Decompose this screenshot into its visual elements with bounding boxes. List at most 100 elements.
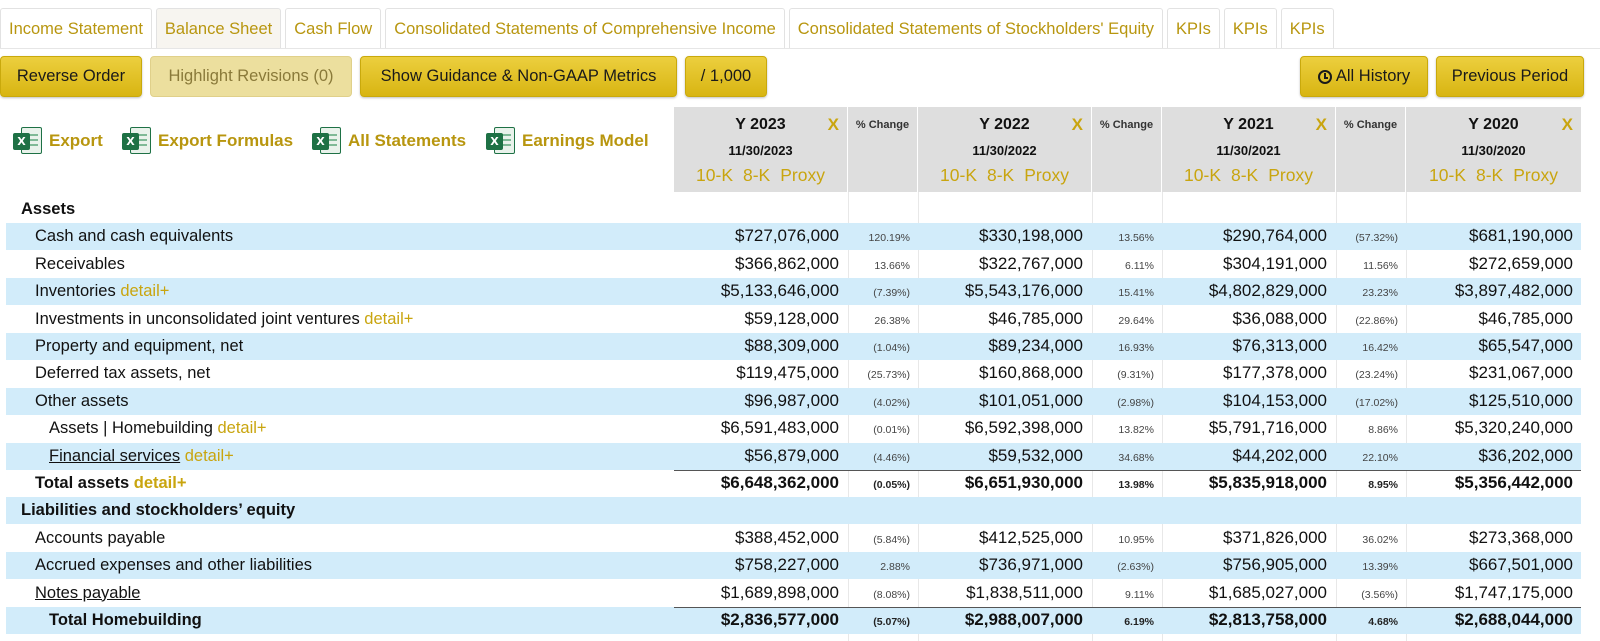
excel-icon: X bbox=[312, 126, 342, 156]
pct-change-cell: 2.88% bbox=[880, 561, 910, 574]
value-cell: $46,785,000 bbox=[988, 308, 1083, 328]
value-cell: $104,153,000 bbox=[1223, 390, 1327, 410]
8k-link[interactable]: 8-K bbox=[1476, 165, 1504, 185]
section-header-row: Liabilities and stockholders’ equity bbox=[6, 497, 1581, 525]
tab-kpis[interactable]: KPIs bbox=[1167, 8, 1220, 49]
pct-change-cell: 8.95% bbox=[1368, 479, 1398, 491]
statement-tabs: Income Statement Balance Sheet Cash Flow Co… bbox=[0, 8, 1338, 49]
detail-link[interactable]: detail+ bbox=[133, 474, 187, 492]
column-separator bbox=[1336, 192, 1337, 641]
period-date: 11/30/2020 bbox=[1461, 143, 1526, 158]
pct-change-cell: 4.68% bbox=[1368, 616, 1398, 628]
value-cell: $231,067,000 bbox=[1469, 363, 1573, 383]
row-label: Notes payable bbox=[35, 584, 141, 603]
pct-change-cell: 6.19% bbox=[1124, 616, 1154, 628]
period-header: Y 2021 X 11/30/2021 10-K 8-K Proxy bbox=[1162, 107, 1335, 192]
detail-link[interactable]: detail+ bbox=[217, 419, 267, 438]
previous-period-label: Previous Period bbox=[1451, 67, 1569, 85]
value-cell: $366,862,000 bbox=[735, 253, 839, 273]
detail-link[interactable]: detail+ bbox=[184, 446, 234, 465]
period-date: 11/30/2022 bbox=[972, 143, 1037, 158]
table-row: Receivables $366,862,000 $322,767,000 $304,… bbox=[0, 251, 1581, 278]
pct-change-cell: (4.02%) bbox=[873, 396, 910, 409]
tab-consolidated-statements-of-comprehensive-income[interactable]: Consolidated Statements of Comprehensive… bbox=[385, 8, 785, 49]
previous-period-button[interactable]: Previous Period bbox=[1436, 56, 1584, 97]
earnings-model-label: Earnings Model bbox=[522, 131, 649, 150]
tab-kpis[interactable]: KPIs bbox=[1280, 8, 1334, 49]
period-year: Y 2021 bbox=[1223, 116, 1274, 133]
pct-change-cell: 13.98% bbox=[1118, 479, 1154, 491]
period-date: 11/30/2021 bbox=[1216, 143, 1281, 158]
pct-change-cell: 16.93% bbox=[1118, 342, 1154, 354]
value-cell: $388,452,000 bbox=[735, 527, 839, 547]
tab-cash-flow[interactable]: Cash Flow bbox=[285, 8, 382, 49]
10k-link[interactable]: 10-K bbox=[1429, 165, 1466, 185]
pct-change-cell: 36.02% bbox=[1362, 533, 1398, 546]
tab-balance-sheet[interactable]: Balance Sheet bbox=[155, 8, 282, 49]
value-cell: $6,651,930,000 bbox=[964, 473, 1083, 492]
remove-period-button[interactable]: X bbox=[827, 115, 839, 134]
export-link[interactable]: X Export bbox=[13, 126, 103, 156]
filing-links: 10-K 8-K Proxy bbox=[1406, 165, 1581, 186]
proxy-link[interactable]: Proxy bbox=[1513, 165, 1558, 185]
value-cell: $36,202,000 bbox=[1478, 445, 1573, 465]
proxy-link[interactable]: Proxy bbox=[1268, 165, 1313, 185]
value-cell: $736,971,000 bbox=[979, 555, 1083, 575]
proxy-link[interactable]: Proxy bbox=[1024, 165, 1069, 185]
value-cell: $88,309,000 bbox=[744, 336, 839, 355]
8k-link[interactable]: 8-K bbox=[987, 165, 1015, 185]
tab-income-statement[interactable]: Income Statement bbox=[0, 8, 152, 49]
value-cell: $758,227,000 bbox=[735, 555, 839, 575]
row-label-text: Deferred tax assets, net bbox=[35, 364, 211, 383]
remove-period-button[interactable]: X bbox=[1561, 115, 1573, 134]
export-formulas-link[interactable]: X Export Formulas bbox=[122, 126, 293, 156]
export-formulas-label: Export Formulas bbox=[158, 131, 294, 150]
highlight-revisions-button[interactable]: Highlight Revisions (0) bbox=[150, 56, 352, 97]
scale-button[interactable]: / 1,000 bbox=[685, 56, 767, 97]
row-label-text: Cash and cash equivalents bbox=[35, 227, 234, 246]
tab-consolidated-statements-of-stockholders-equity[interactable]: Consolidated Statements of Stockholders'… bbox=[788, 8, 1164, 49]
column-separator bbox=[1406, 192, 1407, 641]
proxy-link[interactable]: Proxy bbox=[780, 165, 825, 185]
row-label-text[interactable]: Notes payable bbox=[35, 583, 141, 602]
8k-link[interactable]: 8-K bbox=[1231, 165, 1259, 185]
column-separator bbox=[848, 192, 849, 641]
excel-icon: X bbox=[13, 126, 43, 156]
10k-link[interactable]: 10-K bbox=[696, 165, 733, 185]
value-cell: $89,234,000 bbox=[988, 336, 1083, 355]
row-label-text: Investments in unconsolidated joint vent… bbox=[35, 309, 360, 328]
value-cell: $412,525,000 bbox=[979, 527, 1083, 547]
row-label: Other assets bbox=[35, 392, 129, 411]
pct-change-cell: (8.08%) bbox=[873, 588, 910, 601]
pct-change-cell: 22.10% bbox=[1362, 451, 1398, 464]
pct-change-cell: (57.32%) bbox=[1355, 232, 1398, 245]
value-cell: $44,202,000 bbox=[1232, 445, 1327, 465]
all-history-button[interactable]: All History bbox=[1300, 56, 1428, 97]
8k-link[interactable]: 8-K bbox=[743, 165, 771, 185]
remove-period-button[interactable]: X bbox=[1071, 115, 1083, 134]
value-cell: $5,835,918,000 bbox=[1208, 473, 1327, 492]
value-cell: $2,813,758,000 bbox=[1208, 610, 1327, 629]
reverse-order-button[interactable]: Reverse Order bbox=[0, 56, 142, 97]
row-label: Accounts payable bbox=[35, 529, 165, 548]
10k-link[interactable]: 10-K bbox=[940, 165, 977, 185]
value-cell: $5,356,442,000 bbox=[1454, 473, 1573, 492]
all-history-label: All History bbox=[1335, 67, 1411, 85]
detail-link[interactable]: detail+ bbox=[120, 282, 170, 301]
value-cell: $272,659,000 bbox=[1469, 253, 1573, 273]
10k-link[interactable]: 10-K bbox=[1184, 165, 1221, 185]
show-guidance-button[interactable]: Show Guidance & Non-GAAP Metrics bbox=[360, 56, 677, 97]
pct-change-header: % Change bbox=[848, 107, 917, 192]
row-label-text: Total assets bbox=[35, 474, 130, 492]
remove-period-button[interactable]: X bbox=[1315, 115, 1327, 134]
table-row: Accounts payable $388,452,000 $412,525,000… bbox=[0, 525, 1581, 552]
all-statements-link[interactable]: X All Statements bbox=[312, 126, 466, 156]
detail-link[interactable]: detail+ bbox=[364, 309, 414, 328]
tab-kpis[interactable]: KPIs bbox=[1223, 8, 1277, 49]
clock-icon bbox=[1317, 69, 1332, 84]
earnings-model-link[interactable]: X Earnings Model bbox=[486, 126, 649, 156]
table-row: Accrued expenses and other liabilities $7… bbox=[6, 552, 1581, 580]
value-cell: $667,501,000 bbox=[1469, 555, 1573, 575]
row-label-text[interactable]: Financial services bbox=[49, 446, 181, 465]
pct-change-cell: 9.11% bbox=[1125, 588, 1154, 601]
